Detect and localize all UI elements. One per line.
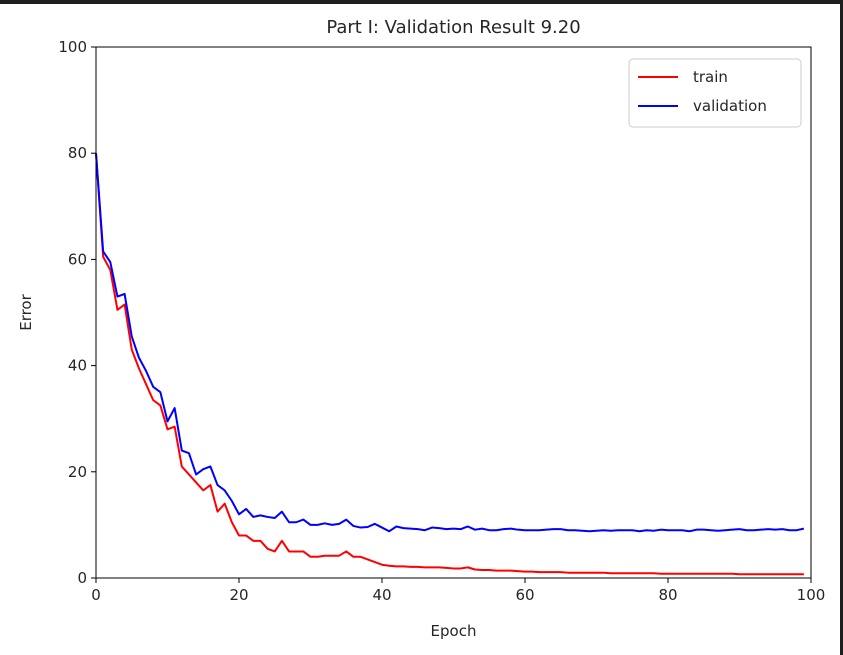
x-axis-ticks: 0 20 40 60 80 100: [91, 578, 825, 604]
series-line-train: [95, 153, 804, 576]
y-tick-label: 40: [68, 357, 87, 375]
legend-label-validation: validation: [693, 97, 767, 115]
line-chart: Part I: Validation Result 9.20 0 20 40 60 80…: [17, 17, 825, 640]
y-axis-ticks: 0 20 40 60 80 100: [58, 38, 96, 587]
plot-frame: [95, 46, 812, 579]
x-tick-label: 0: [91, 586, 101, 604]
x-tick-label: 60: [515, 586, 534, 604]
chart-figure: Part I: Validation Result 9.20 0 20 40 60 80…: [0, 4, 840, 655]
x-axis-label: Epoch: [431, 622, 477, 640]
series-line-validation: [95, 153, 805, 533]
chart-title: Part I: Validation Result 9.20: [326, 17, 580, 38]
y-tick-label: 100: [58, 38, 87, 56]
y-tick-label: 60: [68, 250, 87, 268]
legend: train validation: [628, 58, 802, 128]
y-tick-label: 0: [77, 569, 87, 587]
x-tick-label: 40: [372, 586, 391, 604]
legend-label-train: train: [693, 68, 728, 86]
x-tick-label: 100: [797, 586, 826, 604]
x-tick-label: 20: [229, 586, 248, 604]
series-lines: [95, 153, 805, 576]
y-axis-label: Error: [17, 293, 35, 330]
x-tick-label: 80: [658, 586, 677, 604]
y-tick-label: 80: [68, 144, 87, 162]
y-tick-label: 20: [68, 463, 87, 481]
